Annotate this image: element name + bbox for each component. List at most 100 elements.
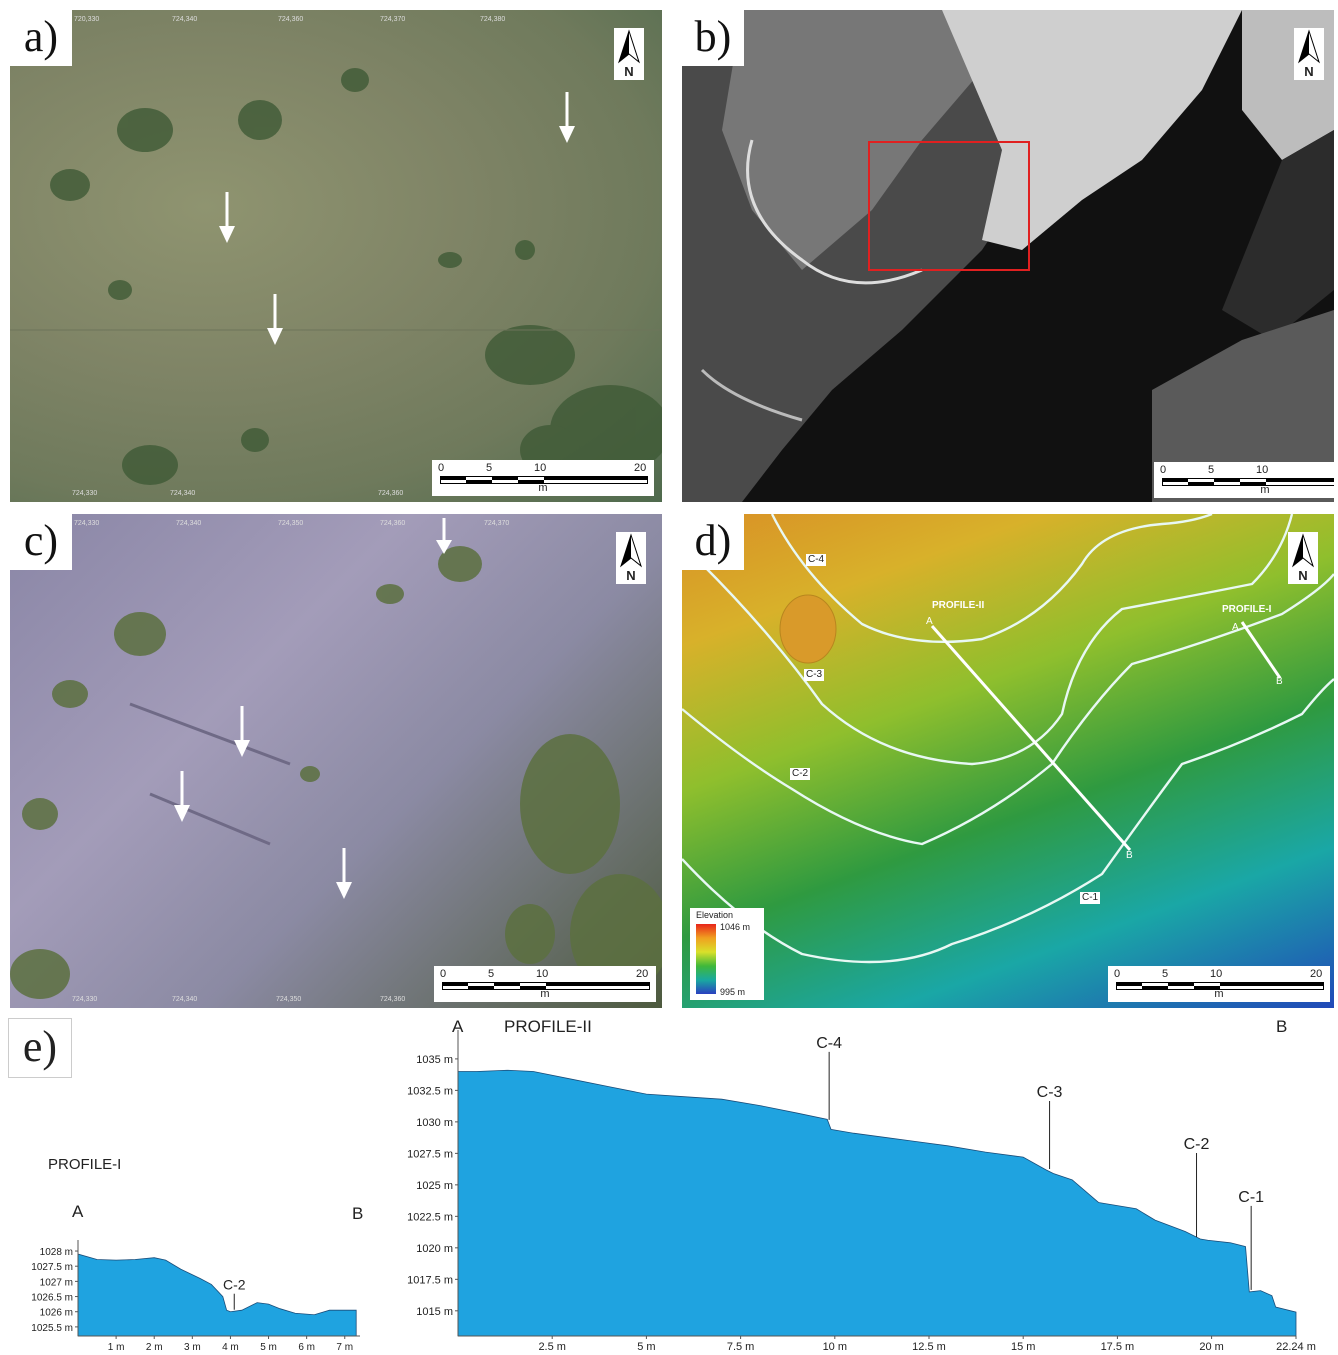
y-tick-label: 1025 m (416, 1180, 453, 1192)
annotation-label: C-2 (1184, 1136, 1210, 1153)
annotation-label: C-4 (816, 1035, 842, 1052)
grid-coordinate-label: 724,380 (480, 16, 506, 23)
y-tick-label: 1028 m (40, 1247, 73, 1258)
panel-d-elevation-model: d) N C-4 C-3 C-2 C-1 PROFILE-II A B PROF… (682, 514, 1334, 1008)
panel-c-label: c) (10, 514, 72, 570)
arrow-down-icon (174, 771, 190, 822)
profile-ii-chart: 1035 m 1032.5 m 1030 m 1027.5 m 1025 m 1022.5… (407, 1030, 1316, 1353)
y-tick-label: 1030 m (416, 1117, 453, 1129)
annotation-label: C-2 (223, 1277, 246, 1293)
x-tick-label: 4 m (222, 1342, 239, 1353)
profile-ii-label: PROFILE-II (932, 600, 985, 611)
x-tick-label: 15 m (1011, 1341, 1035, 1353)
panel-a-label: a) (10, 10, 72, 66)
x-tick-label: 5 m (637, 1341, 655, 1353)
scale-bar: 0 5 10 20 m (434, 966, 656, 1002)
profile-area (457, 1069, 1297, 1337)
arrow-down-icon (559, 92, 575, 143)
grid-coordinate-label: 724,340 (172, 16, 198, 23)
panel-c-aerial-photo: c) N 724,330 724,340 724,350 724,360 724… (10, 514, 662, 1008)
scale-bar: 0 5 10 20 m (432, 460, 654, 496)
hillshade-texture (682, 10, 1334, 502)
profile-ii-end-label: B (1276, 1017, 1288, 1036)
arrow-down-icon (267, 294, 283, 345)
profile-ii-title: PROFILE-II (504, 1017, 592, 1036)
orthophoto-texture (10, 68, 662, 485)
arrow-down-icon (234, 706, 250, 757)
y-tick-label: 1025.5 m (31, 1323, 73, 1334)
grid-coordinate-label: 724,330 (74, 520, 100, 527)
grid-coordinate-label: 724,340 (170, 490, 196, 497)
panel-d-label: d) (682, 514, 744, 570)
annotation-label: C-1 (1238, 1189, 1264, 1206)
contour-c3 (701, 514, 1294, 766)
x-tick-label: 6 m (298, 1342, 315, 1353)
x-tick-label: 22.24 m (1276, 1341, 1316, 1353)
y-tick-label: 1027.5 m (31, 1262, 73, 1273)
contour-label-c2: C-2 (790, 768, 811, 780)
grid-coordinate-label: 724,360 (378, 490, 404, 497)
elevation-color-ramp (696, 924, 716, 994)
grid-coordinate-label: 724,350 (278, 520, 304, 527)
profile-i-title: PROFILE-I (48, 1156, 122, 1173)
y-tick-label: 1026.5 m (31, 1293, 73, 1304)
grid-coordinate-label: 724,340 (172, 996, 198, 1003)
highlight-rectangle (868, 141, 1030, 271)
aerial-photo-texture (10, 546, 662, 999)
grid-coordinate-label: 724,330 (72, 996, 98, 1003)
y-tick-label: 1022.5 m (407, 1211, 453, 1223)
north-arrow-icon: N (1294, 28, 1324, 80)
profile-ii-start-label: A (452, 1017, 464, 1036)
y-tick-label: 1015 m (416, 1306, 453, 1318)
x-tick-label: 7 m (336, 1342, 353, 1353)
x-tick-label: 1 m (108, 1342, 125, 1353)
panel-a-orthophoto: a) N 720,330 724,340 724,360 724,370 724… (10, 10, 662, 502)
y-tick-label: 1027.5 m (407, 1148, 453, 1160)
y-tick-label: 1032.5 m (407, 1085, 453, 1097)
north-arrow-icon: N (1288, 532, 1318, 584)
grid-coordinate-label: 724,360 (278, 16, 304, 23)
x-tick-label: 10 m (823, 1341, 847, 1353)
y-tick-label: 1026 m (40, 1308, 73, 1319)
north-arrow-icon: N (616, 532, 646, 584)
y-tick-label: 1035 m (416, 1054, 453, 1066)
contour-label-c3: C-3 (804, 669, 825, 681)
profile-i-chart: 1028 m 1027.5 m 1027 m 1026.5 m 1026 m 1025.5… (31, 1240, 360, 1353)
x-tick-label: 3 m (184, 1342, 201, 1353)
scale-bar: 0 5 10 20 m (1154, 462, 1334, 498)
profile-i-label: PROFILE-I (1222, 604, 1272, 615)
elevation-legend: Elevation 1046 m 995 m (690, 908, 764, 1000)
grid-coordinate-label: 724,340 (176, 520, 202, 527)
arrow-down-icon (436, 518, 452, 554)
y-tick-label: 1017.5 m (407, 1274, 453, 1286)
panel-e-label: e) (8, 1018, 72, 1078)
profile-i-end-label: B (352, 1204, 364, 1223)
grid-coordinate-label: 724,360 (380, 996, 406, 1003)
contour-label-c4: C-4 (806, 554, 827, 566)
x-tick-label: 17.5 m (1101, 1341, 1135, 1353)
profile-i-line (1240, 621, 1282, 679)
profile-ii-end: B (1126, 850, 1133, 861)
profile-area (77, 1253, 357, 1337)
panel-b-label: b) (682, 10, 744, 66)
contour-c1 (682, 678, 1334, 964)
x-tick-label: 20 m (1199, 1341, 1223, 1353)
grid-coordinate-label: 720,330 (74, 16, 100, 23)
x-tick-label: 2.5 m (538, 1341, 566, 1353)
x-tick-label: 2 m (146, 1342, 163, 1353)
contour-c2 (682, 573, 1334, 846)
contour-lines (682, 514, 1334, 964)
annotation-label: C-3 (1037, 1084, 1063, 1101)
grid-coordinate-label: 724,350 (276, 996, 302, 1003)
x-tick-label: 5 m (260, 1342, 277, 1353)
y-tick-label: 1020 m (416, 1243, 453, 1255)
grid-coordinate-label: 724,370 (380, 16, 406, 23)
profile-i-start-label: A (72, 1202, 84, 1221)
profile-i-start: A (1232, 622, 1239, 633)
arrow-down-icon (219, 192, 235, 243)
grid-coordinate-label: 724,370 (484, 520, 510, 527)
north-arrow-icon: N (614, 28, 644, 80)
profile-ii-line (930, 625, 1132, 851)
grid-coordinate-label: 724,360 (380, 520, 406, 527)
panel-b-hillshade: b) N 0 5 10 20 m (682, 10, 1334, 502)
